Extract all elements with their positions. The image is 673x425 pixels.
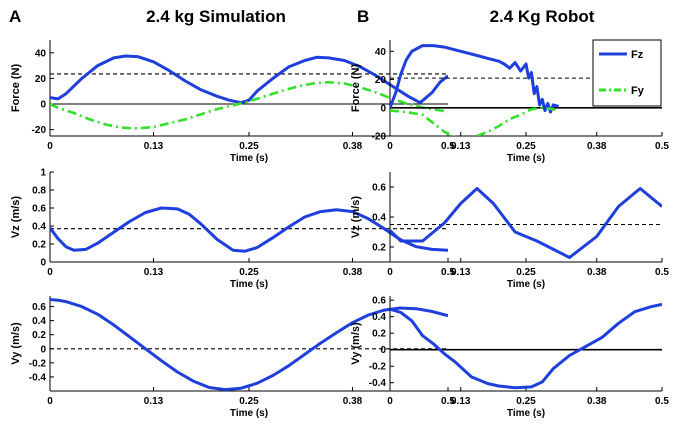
series-line-s0 bbox=[50, 206, 448, 253]
legend-box bbox=[592, 39, 662, 107]
series-line-fy bbox=[390, 106, 560, 136]
y-tick-label: -0.2 bbox=[29, 358, 47, 369]
series-line-s0 bbox=[50, 54, 448, 105]
y-tick-label: 0 bbox=[40, 100, 46, 111]
y-tick-label: 0.2 bbox=[32, 240, 46, 251]
x-tick-label: 0.13 bbox=[451, 396, 471, 407]
y-tick-label: 0.4 bbox=[32, 316, 46, 327]
x-tick-label: 0.25 bbox=[239, 141, 259, 152]
y-tick-label: -20 bbox=[32, 125, 47, 136]
series-line-s1 bbox=[50, 80, 448, 130]
y-tick-label: 40 bbox=[35, 48, 47, 59]
x-tick-label: 0.13 bbox=[144, 141, 164, 152]
y-tick-label: 0.6 bbox=[372, 296, 386, 307]
x-axis-label: Time (s) bbox=[230, 279, 268, 290]
x-tick-label: 0.5 bbox=[655, 267, 669, 278]
x-axis-label: Time (s) bbox=[507, 153, 545, 164]
legend-label-fz: Fz bbox=[631, 49, 644, 61]
chart-robot-vz: 0 0.13 0.25 0.38 0.5 0.2 0.4 0.6 Time (s) Vz (m/s… bbox=[350, 172, 669, 290]
panel-letter-a: A bbox=[9, 7, 22, 26]
x-tick-label: 0.25 bbox=[239, 267, 259, 278]
y-tick-label: 0.6 bbox=[32, 302, 46, 313]
x-tick-label: 0.13 bbox=[144, 267, 164, 278]
x-tick-label: 0 bbox=[387, 396, 393, 407]
y-tick-label: 40 bbox=[375, 47, 387, 58]
y-tick-label: 20 bbox=[35, 74, 47, 85]
panel-letter-b: B bbox=[357, 7, 370, 26]
x-tick-label: 0.38 bbox=[343, 267, 363, 278]
panel-title-a: 2.4 kg Simulation bbox=[146, 7, 286, 26]
x-tick-label: 0.25 bbox=[239, 396, 259, 407]
x-tick-label: 0 bbox=[47, 141, 53, 152]
legend: Fz Fy bbox=[592, 39, 662, 107]
y-tick-label: 0 bbox=[380, 103, 386, 114]
chart-sim-vy: 0 0.13 0.25 0.38 0.5 -0.4 -0.2 0 0.2 0.4 0.6 Time (… bbox=[10, 296, 455, 419]
y-tick-label: 0 bbox=[40, 258, 46, 269]
y-tick-label: 0 bbox=[380, 345, 386, 356]
x-axis-label: Time (s) bbox=[507, 408, 545, 419]
x-tick-label: 0.38 bbox=[343, 396, 363, 407]
x-axis-label: Time (s) bbox=[230, 153, 268, 164]
x-tick-label: 0.5 bbox=[441, 141, 455, 152]
x-tick-label: 0.5 bbox=[441, 267, 455, 278]
y-tick-label: 0.2 bbox=[32, 330, 46, 341]
y-tick-label: -0.4 bbox=[369, 378, 387, 389]
y-axis-label: Vy (m/s) bbox=[10, 322, 22, 365]
y-axis-label: Vz (m/s) bbox=[350, 196, 362, 239]
x-tick-label: 0.25 bbox=[516, 267, 536, 278]
x-tick-label: 0.5 bbox=[441, 396, 455, 407]
panel-title-b: 2.4 Kg Robot bbox=[489, 7, 595, 26]
x-tick-label: 0.13 bbox=[451, 141, 471, 152]
x-tick-label: 0 bbox=[47, 267, 53, 278]
y-tick-label: 0.6 bbox=[32, 204, 46, 215]
chart-sim-vz: 0 0.13 0.25 0.38 0.5 0 0.2 0.4 0.6 0.8 1 Time (s) Vz… bbox=[10, 168, 455, 291]
x-tick-label: 0.38 bbox=[587, 267, 607, 278]
x-tick-label: 0.25 bbox=[516, 141, 536, 152]
y-tick-label: 0.4 bbox=[32, 222, 46, 233]
x-axis-label: Time (s) bbox=[230, 408, 268, 419]
series-line-s0 bbox=[390, 187, 662, 259]
y-tick-label: 0.4 bbox=[372, 312, 386, 323]
series-line-fz bbox=[390, 44, 560, 114]
y-tick-label: -20 bbox=[372, 132, 387, 143]
series-line-s0 bbox=[50, 298, 448, 391]
series-line-s0 bbox=[390, 302, 662, 390]
y-tick-label: 0 bbox=[40, 344, 46, 355]
y-tick-label: 0.8 bbox=[32, 186, 46, 197]
y-tick-label: 0.2 bbox=[372, 329, 386, 340]
y-axis-label: Vz (m/s) bbox=[10, 196, 22, 239]
chart-robot-vy: 0 0.13 0.25 0.38 0.5 -0.4 -0.2 0 0.2 0.4 0.6 Time (… bbox=[350, 296, 669, 419]
x-tick-label: 0.25 bbox=[516, 396, 536, 407]
x-tick-label: 0.38 bbox=[343, 141, 363, 152]
x-tick-label: 0.38 bbox=[587, 141, 607, 152]
x-axis-label: Time (s) bbox=[507, 279, 545, 290]
x-tick-label: 0 bbox=[387, 141, 393, 152]
x-tick-label: 0 bbox=[387, 267, 393, 278]
x-tick-label: 0 bbox=[47, 396, 53, 407]
y-tick-label: 1 bbox=[40, 168, 46, 179]
x-tick-label: 0.13 bbox=[451, 267, 471, 278]
legend-label-fy: Fy bbox=[631, 85, 645, 97]
x-tick-label: 0.38 bbox=[587, 396, 607, 407]
y-tick-label: 0.2 bbox=[372, 243, 386, 254]
y-tick-label: 20 bbox=[375, 75, 387, 86]
x-tick-label: 0.5 bbox=[655, 396, 669, 407]
x-tick-label: 0.5 bbox=[655, 141, 669, 152]
y-tick-label: 0.4 bbox=[372, 213, 386, 224]
y-axis-label: Force (N) bbox=[10, 64, 22, 113]
y-tick-label: -0.2 bbox=[369, 362, 387, 373]
y-tick-label: 0.6 bbox=[372, 183, 386, 194]
x-tick-label: 0.13 bbox=[144, 396, 164, 407]
y-tick-label: -0.4 bbox=[29, 372, 47, 383]
y-axis-label: Vy (m/s) bbox=[350, 322, 362, 365]
y-axis-label: Force (N) bbox=[350, 64, 362, 113]
